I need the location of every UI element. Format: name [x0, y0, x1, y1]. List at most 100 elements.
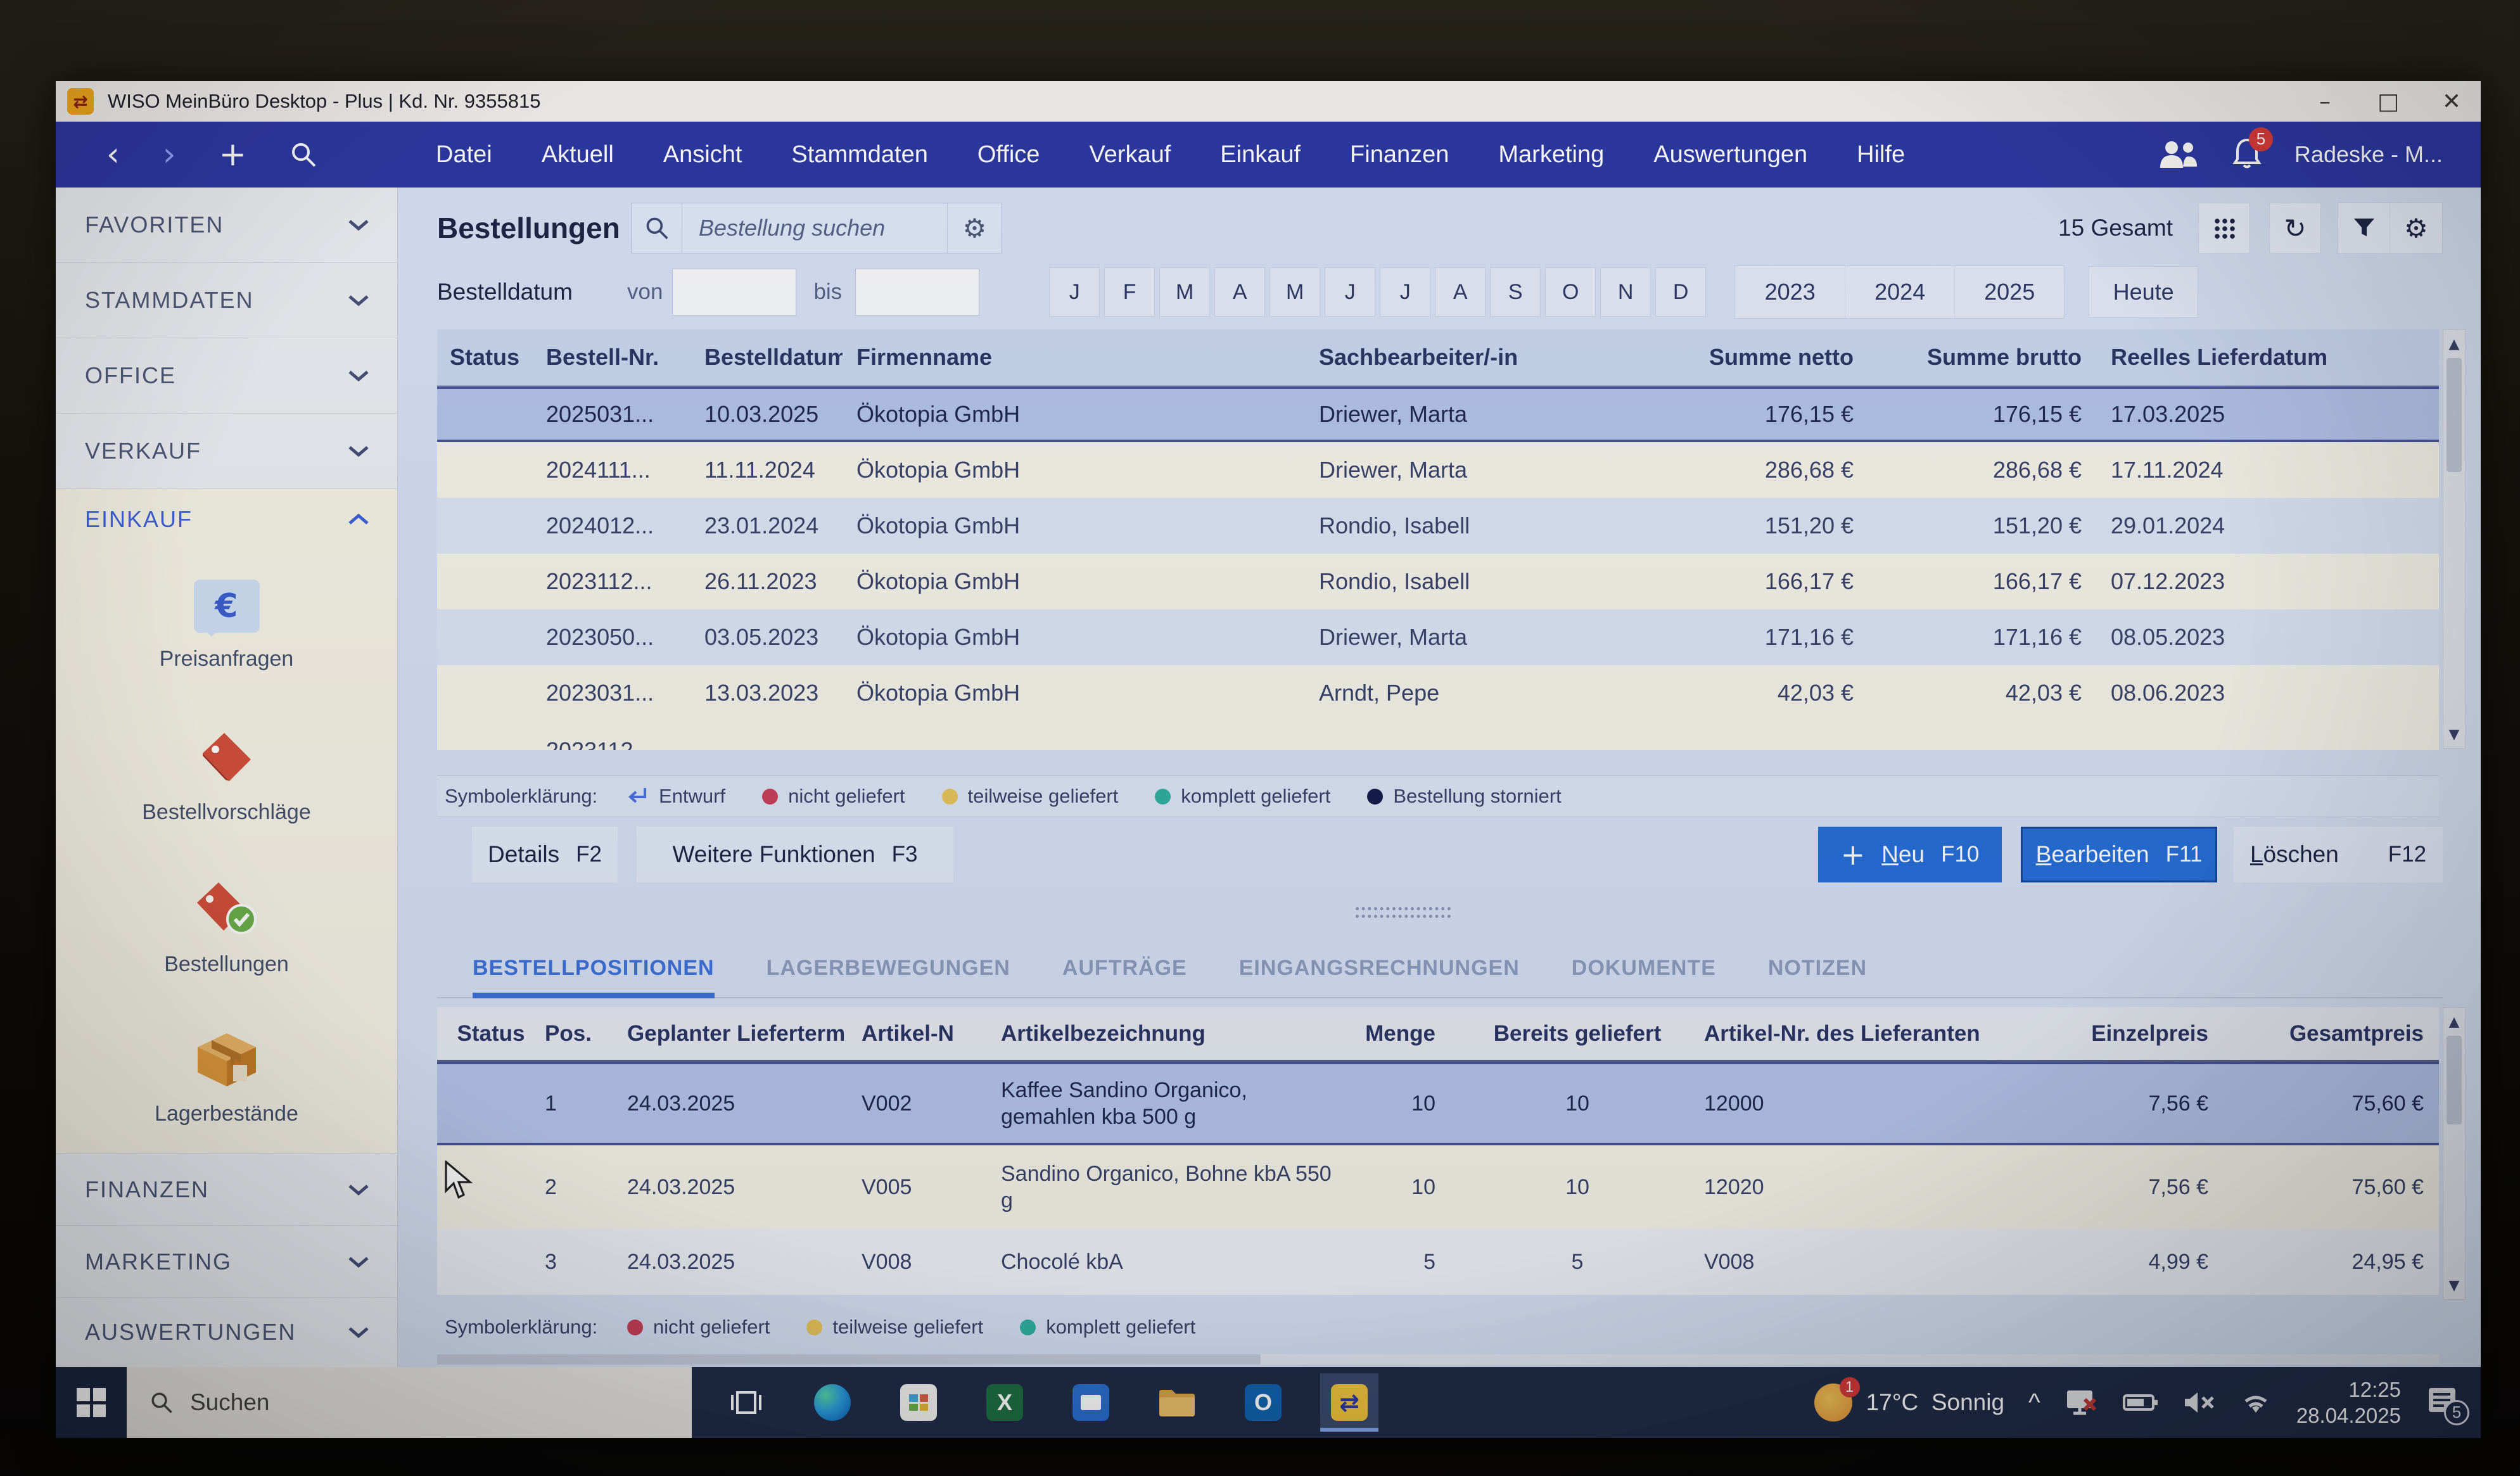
month-button-mar[interactable]: M [1159, 267, 1211, 317]
menu-item-einkauf[interactable]: Einkauf [1220, 141, 1301, 168]
nav-forward-icon[interactable]: › [162, 136, 176, 174]
table-row[interactable]: 1 24.03.2025 V002 Kaffee Sandino Organic… [437, 1062, 2439, 1145]
scroll-down-icon[interactable]: ▼ [2448, 726, 2460, 742]
notification-center-button[interactable]: 5 [2425, 1385, 2469, 1425]
sidebar-section-stammdaten[interactable]: STAMMDATEN [56, 263, 397, 338]
tab-lagerbewegungen[interactable]: LAGERBEWEGUNGEN [766, 956, 1010, 980]
menu-item-ansicht[interactable]: Ansicht [663, 141, 742, 168]
more-functions-button[interactable]: Weitere Funktionen F3 [637, 827, 953, 882]
taskbar-item-edge[interactable] [803, 1373, 862, 1432]
scroll-up-icon[interactable]: ▲ [2448, 336, 2460, 352]
refresh-button[interactable]: ↻ [2269, 203, 2321, 253]
details-button[interactable]: Details F2 [472, 827, 618, 882]
sidebar-section-einkauf[interactable]: EINKAUF [56, 489, 397, 550]
month-button-jun[interactable]: J [1325, 267, 1376, 317]
tray-chevron-up-icon[interactable]: ^ [2028, 1388, 2040, 1416]
taskbar-item-outlook[interactable]: O [1234, 1373, 1292, 1432]
tab-bestellpositionen[interactable]: BESTELLPOSITIONEN [473, 956, 715, 998]
month-button-sep[interactable]: S [1490, 267, 1541, 317]
add-icon[interactable]: + [219, 136, 247, 174]
taskbar-item-store[interactable] [889, 1373, 948, 1432]
display-disconnected-icon[interactable] [2065, 1388, 2099, 1417]
menu-item-datei[interactable]: Datei [436, 141, 492, 168]
scrollbar-thumb[interactable] [437, 1354, 1261, 1365]
month-button-jan[interactable]: J [1049, 267, 1100, 317]
menu-item-aktuell[interactable]: Aktuell [541, 141, 614, 168]
table-settings-button[interactable]: ⚙ [2390, 203, 2442, 253]
order-search-input[interactable]: Bestellung suchen ⚙ [631, 203, 1002, 253]
sidebar-item-preisanfragen[interactable]: € Preisanfragen [56, 550, 397, 701]
month-button-jul[interactable]: J [1380, 267, 1431, 317]
maximize-button[interactable]: □ [2377, 88, 2399, 115]
battery-icon[interactable] [2122, 1393, 2158, 1412]
menu-item-office[interactable]: Office [977, 141, 1040, 168]
sidebar-item-bestellvorschlaege[interactable]: Bestellvorschläge [56, 701, 397, 851]
date-from-input[interactable] [672, 269, 797, 315]
horizontal-scrollbar[interactable] [437, 1354, 2439, 1365]
month-button-mai[interactable]: M [1270, 267, 1321, 317]
today-button[interactable]: Heute [2089, 266, 2199, 318]
new-button[interactable]: + Neu F10 [1818, 827, 2002, 882]
nav-back-icon[interactable]: ‹ [106, 136, 120, 174]
taskbar-item-explorer[interactable] [1148, 1373, 1206, 1432]
grid-view-button[interactable] [2198, 203, 2250, 253]
month-button-feb[interactable]: F [1104, 267, 1155, 317]
table-row[interactable]: 2024111... 11.11.2024 Ökotopia GmbH Drie… [437, 442, 2439, 498]
date-to-input[interactable] [855, 269, 980, 315]
year-button-2023[interactable]: 2023 [1764, 279, 1816, 305]
table-row[interactable]: 2024012... 23.01.2024 Ökotopia GmbH Rond… [437, 498, 2439, 554]
table-row[interactable]: 2025031... 10.03.2025 Ökotopia GmbH Drie… [437, 386, 2439, 442]
sidebar-section-marketing[interactable]: MARKETING [56, 1226, 397, 1298]
filter-button[interactable] [2338, 203, 2390, 253]
menu-item-verkauf[interactable]: Verkauf [1089, 141, 1171, 168]
community-icon[interactable] [2158, 140, 2199, 169]
scrollbar-thumb[interactable] [2447, 1036, 2462, 1124]
minimize-button[interactable]: – [2319, 88, 2331, 115]
month-button-aug[interactable]: A [1435, 267, 1486, 317]
weather-widget[interactable]: 1 17°C Sonnig [1814, 1377, 2004, 1422]
taskbar-clock[interactable]: 12:25 28.04.2025 [2296, 1377, 2401, 1427]
sidebar-section-favoriten[interactable]: FAVORITEN [56, 188, 397, 263]
table-row[interactable]: 2023112... 26.11.2023 Ökotopia GmbH Rond… [437, 554, 2439, 609]
close-button[interactable]: ✕ [2441, 88, 2462, 115]
taskbar-search-input[interactable]: Suchen [127, 1367, 692, 1438]
positions-table-scrollbar[interactable]: ▲ ▼ [2443, 1007, 2466, 1300]
table-row[interactable]: 3 24.03.2025 V008 Chocolé kbA 5 5 V008 4… [437, 1229, 2439, 1295]
sidebar-item-bestellungen[interactable]: Bestellungen [56, 851, 397, 1002]
search-settings-gear-icon[interactable]: ⚙ [947, 203, 1002, 253]
tab-auftraege[interactable]: AUFTRÄGE [1062, 956, 1187, 980]
sidebar-section-verkauf[interactable]: VERKAUF [56, 414, 397, 489]
tab-eingangsrechnungen[interactable]: EINGANGSRECHNUNGEN [1238, 956, 1520, 980]
delete-button[interactable]: Löschen F12 [2234, 827, 2443, 882]
menu-item-hilfe[interactable]: Hilfe [1857, 141, 1906, 168]
splitter-handle[interactable] [1356, 907, 1451, 922]
taskbar-item-excel[interactable]: X [976, 1373, 1034, 1432]
month-button-okt[interactable]: O [1545, 267, 1596, 317]
tab-notizen[interactable]: NOTIZEN [1767, 956, 1868, 980]
menu-item-finanzen[interactable]: Finanzen [1350, 141, 1449, 168]
month-button-dez[interactable]: D [1655, 267, 1707, 317]
taskbar-item-app-blue[interactable] [1062, 1373, 1120, 1432]
scrollbar-thumb[interactable] [2447, 358, 2462, 472]
tab-dokumente[interactable]: DOKUMENTE [1571, 956, 1716, 980]
sidebar-section-office[interactable]: OFFICE [56, 338, 397, 414]
sidebar-section-auswertungen[interactable]: AUSWERTUNGEN [56, 1298, 397, 1366]
start-button[interactable] [56, 1367, 127, 1438]
orders-table-scrollbar[interactable]: ▲ ▼ [2443, 329, 2466, 749]
user-account[interactable]: Radeske - M... [2294, 141, 2443, 167]
menu-item-marketing[interactable]: Marketing [1498, 141, 1605, 168]
task-view-button[interactable] [717, 1373, 775, 1432]
scroll-up-icon[interactable]: ▲ [2448, 1014, 2460, 1030]
speaker-muted-icon[interactable] [2182, 1390, 2215, 1415]
table-row[interactable]: 2023050... 03.05.2023 Ökotopia GmbH Drie… [437, 609, 2439, 665]
sidebar-item-lagerbestaende[interactable]: Lagerbestände [56, 1002, 397, 1153]
menu-item-auswertungen[interactable]: Auswertungen [1653, 141, 1808, 168]
menu-item-stammdaten[interactable]: Stammdaten [791, 141, 928, 168]
taskbar-item-wiso-active[interactable]: ⇄ [1320, 1373, 1378, 1432]
table-row[interactable]: 2 24.03.2025 V005 Sandino Organico, Bohn… [437, 1145, 2439, 1229]
year-button-2025[interactable]: 2025 [1954, 266, 2064, 318]
table-row-partial[interactable]: 2023112... [437, 721, 2439, 750]
edit-button[interactable]: Bearbeiten F11 [2021, 827, 2217, 882]
wifi-icon[interactable] [2239, 1390, 2272, 1415]
month-button-apr[interactable]: A [1214, 267, 1266, 317]
